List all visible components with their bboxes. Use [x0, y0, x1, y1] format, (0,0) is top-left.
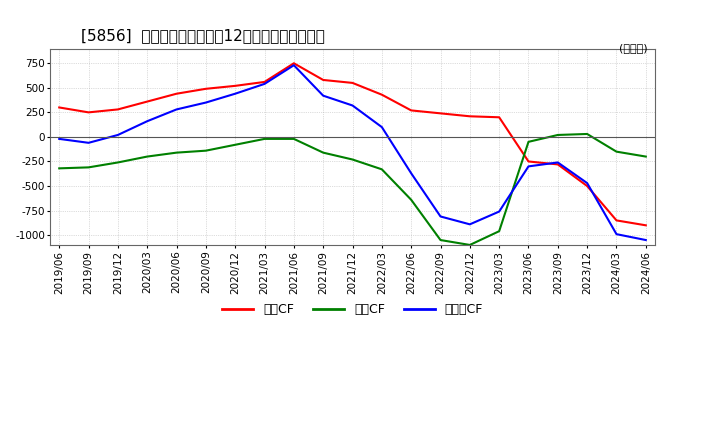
フリーCF: [260, 81, 269, 87]
フリーCF: [407, 171, 415, 176]
営業CF: [319, 77, 328, 83]
投資CF: [407, 197, 415, 202]
営業CF: [495, 115, 503, 120]
フリーCF: [84, 140, 93, 146]
フリーCF: [348, 103, 357, 108]
投資CF: [202, 148, 210, 153]
営業CF: [407, 108, 415, 113]
営業CF: [143, 99, 151, 104]
投資CF: [495, 228, 503, 234]
営業CF: [202, 86, 210, 92]
投資CF: [260, 136, 269, 142]
営業CF: [436, 111, 445, 116]
フリーCF: [231, 91, 240, 96]
フリーCF: [143, 118, 151, 124]
フリーCF: [202, 100, 210, 105]
営業CF: [524, 159, 533, 164]
投資CF: [348, 157, 357, 162]
投資CF: [55, 166, 63, 171]
投資CF: [377, 167, 386, 172]
投資CF: [172, 150, 181, 155]
営業CF: [348, 80, 357, 85]
投資CF: [319, 150, 328, 155]
Line: 営業CF: 営業CF: [59, 63, 646, 225]
投資CF: [231, 142, 240, 147]
営業CF: [55, 105, 63, 110]
投資CF: [612, 149, 621, 154]
営業CF: [554, 162, 562, 167]
Legend: 営業CF, 投資CF, フリーCF: 営業CF, 投資CF, フリーCF: [217, 298, 488, 321]
フリーCF: [436, 214, 445, 219]
フリーCF: [642, 238, 650, 243]
フリーCF: [319, 93, 328, 98]
投資CF: [524, 139, 533, 144]
投資CF: [84, 165, 93, 170]
投資CF: [143, 154, 151, 159]
営業CF: [642, 223, 650, 228]
フリーCF: [466, 222, 474, 227]
営業CF: [231, 83, 240, 88]
営業CF: [260, 79, 269, 84]
営業CF: [612, 218, 621, 223]
投資CF: [642, 154, 650, 159]
営業CF: [84, 110, 93, 115]
フリーCF: [377, 125, 386, 130]
フリーCF: [612, 231, 621, 237]
営業CF: [377, 92, 386, 97]
フリーCF: [495, 209, 503, 214]
フリーCF: [172, 107, 181, 112]
フリーCF: [582, 180, 591, 186]
営業CF: [114, 107, 122, 112]
投資CF: [114, 160, 122, 165]
フリーCF: [55, 136, 63, 142]
フリーCF: [524, 164, 533, 169]
フリーCF: [554, 160, 562, 165]
フリーCF: [114, 132, 122, 138]
投資CF: [582, 131, 591, 136]
投資CF: [289, 136, 298, 142]
Text: (百万円): (百万円): [619, 43, 648, 53]
Line: フリーCF: フリーCF: [59, 65, 646, 240]
Line: 投資CF: 投資CF: [59, 134, 646, 245]
投資CF: [436, 238, 445, 243]
営業CF: [289, 61, 298, 66]
営業CF: [582, 183, 591, 189]
Text: [5856]  キャッシュフローの12か月移動合計の推移: [5856] キャッシュフローの12か月移動合計の推移: [81, 28, 325, 43]
営業CF: [172, 91, 181, 96]
営業CF: [466, 114, 474, 119]
投資CF: [466, 242, 474, 248]
投資CF: [554, 132, 562, 138]
フリーCF: [289, 62, 298, 68]
